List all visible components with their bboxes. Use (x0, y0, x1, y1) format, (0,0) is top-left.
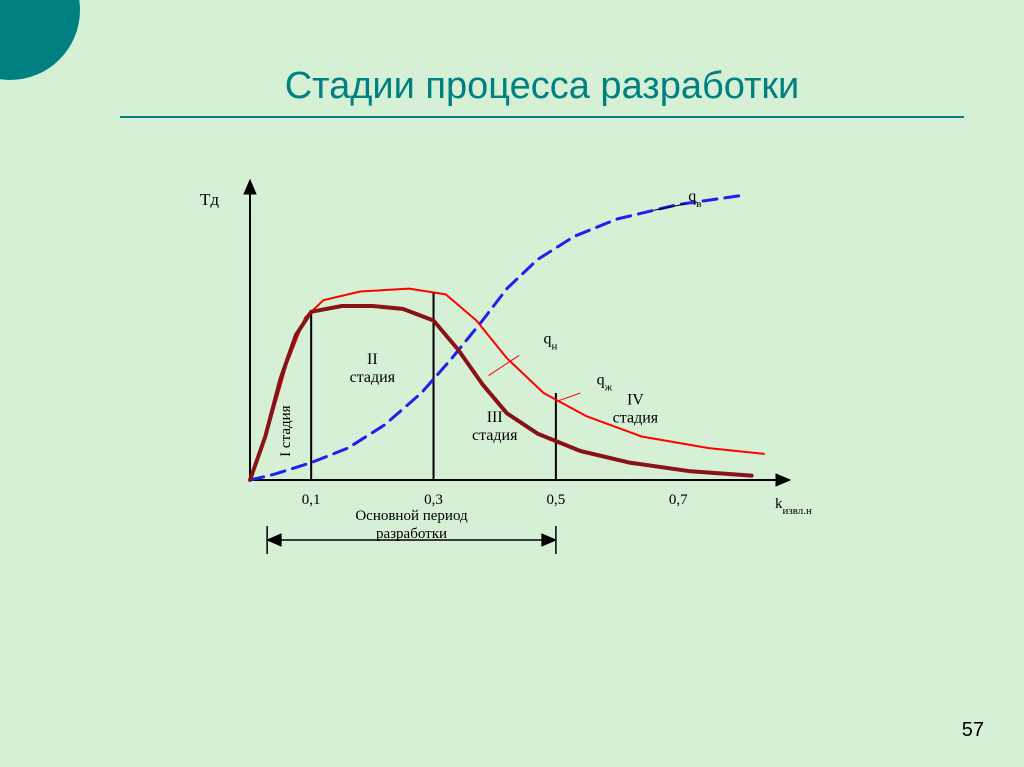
svg-text:IV: IV (627, 392, 644, 409)
svg-text:II: II (367, 351, 378, 368)
page-title: Стадии процесса разработки (285, 65, 800, 107)
svg-text:kизвл.н: kизвл.н (775, 496, 812, 517)
svg-text:Тд: Тд (200, 190, 219, 209)
svg-text:0,5: 0,5 (547, 492, 566, 508)
svg-text:0,7: 0,7 (669, 492, 688, 508)
svg-text:qн: qн (544, 331, 558, 353)
svg-text:Основной период: Основной период (355, 508, 468, 524)
svg-text:разработки: разработки (376, 526, 447, 542)
svg-text:I стадия: I стадия (278, 405, 294, 456)
title-container: Стадии процесса разработки (120, 65, 964, 118)
corner-ornament (0, 0, 80, 80)
svg-text:III: III (487, 409, 503, 426)
svg-text:стадия: стадия (613, 410, 659, 427)
svg-text:qв: qв (688, 188, 701, 210)
svg-text:стадия: стадия (350, 369, 396, 386)
slide-number: 57 (962, 719, 984, 742)
stages-chart: Тдkизвл.н0,10,30,50,7qвqнqжI стадияIIста… (180, 170, 860, 600)
svg-text:0,3: 0,3 (424, 492, 443, 508)
svg-text:qж: qж (597, 371, 613, 393)
svg-text:0,1: 0,1 (302, 492, 321, 508)
svg-text:стадия: стадия (472, 427, 518, 444)
